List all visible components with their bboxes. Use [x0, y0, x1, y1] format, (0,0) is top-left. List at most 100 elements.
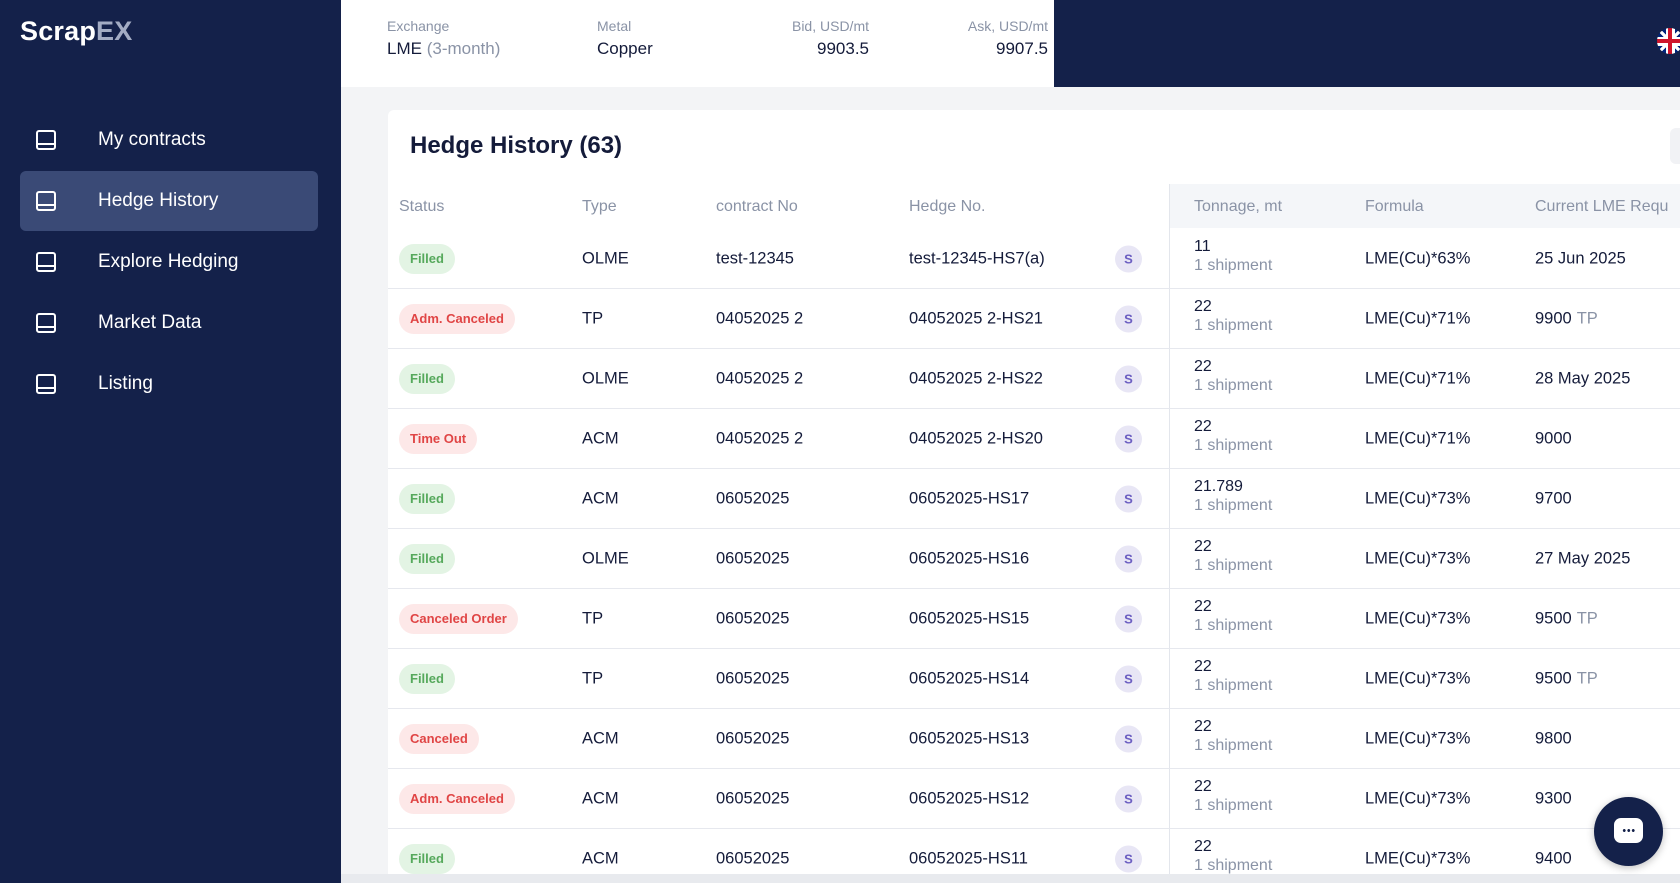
current-value: 9300	[1535, 789, 1572, 807]
cell-type: ACM	[582, 789, 619, 807]
current-value: 9000	[1535, 429, 1572, 447]
table-row[interactable]: Canceled ACM 06052025 06052025-HS13 S 22…	[388, 709, 1680, 769]
cell-tonnage: 22 1 shipment	[1194, 418, 1272, 455]
tonnage-value: 22	[1194, 358, 1212, 375]
sidebar-item-label: My contracts	[98, 129, 206, 150]
tonnage-value: 22	[1194, 538, 1212, 555]
cell-current-lme: 9400	[1535, 849, 1572, 868]
current-value: 9800	[1535, 729, 1572, 747]
cell-type: TP	[582, 669, 604, 687]
avatar: S	[1115, 485, 1142, 512]
cell-tonnage: 22 1 shipment	[1194, 538, 1272, 575]
cell-contract: 04052025 2	[716, 309, 804, 327]
exchange-label: Exchange	[387, 18, 450, 34]
cell-formula: LME(Cu)*71%	[1365, 369, 1471, 387]
cell-contract: 06052025	[716, 669, 790, 687]
avatar: S	[1115, 845, 1142, 872]
inbox-icon	[36, 252, 56, 272]
cell-formula: LME(Cu)*73%	[1365, 609, 1471, 627]
bid-value: 9903.5	[817, 39, 869, 58]
avatar: S	[1115, 305, 1142, 332]
col-header-tonnage[interactable]: Tonnage, mt	[1194, 198, 1283, 215]
exchange-name: LME	[387, 39, 422, 58]
metal-value: Copper	[597, 39, 653, 58]
table-row[interactable]: Canceled Order TP 06052025 06052025-HS15…	[388, 589, 1680, 649]
cell-current-lme: 9800	[1535, 729, 1572, 748]
table-row[interactable]: Filled OLME 04052025 2 04052025 2-HS22 S…	[388, 349, 1680, 409]
cell-contract: test-12345	[716, 249, 794, 267]
ticker-ask: Ask, USD/mt 9907.5	[907, 18, 1048, 59]
sidebar-item-my-contracts[interactable]: My contracts	[20, 110, 318, 170]
table-row[interactable]: Filled ACM 06052025 06052025-HS17 S 21.7…	[388, 469, 1680, 529]
current-suffix: TP	[1576, 669, 1598, 687]
table-row[interactable]: Filled OLME 06052025 06052025-HS16 S 22 1…	[388, 529, 1680, 589]
app-logo[interactable]: ScrapEX	[20, 16, 132, 47]
shipment-count: 1 shipment	[1194, 557, 1273, 574]
col-header-current-lme[interactable]: Current LME Requ	[1535, 198, 1669, 215]
table-row[interactable]: Filled TP 06052025 06052025-HS14 S 22 1 s…	[388, 649, 1680, 709]
shipment-count: 1 shipment	[1194, 617, 1273, 634]
card-action-button[interactable]	[1670, 128, 1680, 164]
cell-type: ACM	[582, 849, 619, 867]
col-header-status[interactable]: Status	[399, 198, 445, 215]
cell-tonnage: 22 1 shipment	[1194, 298, 1272, 335]
col-header-contract[interactable]: contract No	[716, 198, 798, 215]
status-badge: Time Out	[399, 423, 478, 454]
ask-value: 9907.5	[996, 39, 1048, 58]
tonnage-value: 21.789	[1194, 478, 1243, 495]
tonnage-value: 22	[1194, 838, 1212, 855]
sidebar-item-hedge-history[interactable]: Hedge History	[20, 171, 318, 231]
status-badge: Filled	[399, 483, 455, 514]
sidebar-item-explore-hedging[interactable]: Explore Hedging	[20, 232, 318, 292]
cell-hedge: 06052025-HS11	[909, 849, 1028, 867]
avatar: S	[1115, 605, 1142, 632]
avatar: S	[1115, 365, 1142, 392]
tonnage-value: 22	[1194, 418, 1212, 435]
current-suffix: TP	[1576, 309, 1598, 327]
table-row[interactable]: Adm. Canceled TP 04052025 2 04052025 2-H…	[388, 289, 1680, 349]
current-value: 9400	[1535, 849, 1572, 867]
table-row[interactable]: Time Out ACM 04052025 2 04052025 2-HS20 …	[388, 409, 1680, 469]
cell-contract: 06052025	[716, 849, 790, 867]
cell-tonnage: 21.789 1 shipment	[1194, 478, 1272, 515]
exchange-value: LME (3-month)	[387, 39, 500, 59]
cell-tonnage: 22 1 shipment	[1194, 358, 1272, 395]
logo-accent: EX	[96, 16, 133, 46]
current-value: 9900	[1535, 309, 1572, 327]
horizontal-scrollbar[interactable]	[341, 874, 1680, 883]
col-header-hedge[interactable]: Hedge No.	[909, 198, 986, 215]
sidebar-item-market-data[interactable]: Market Data	[20, 293, 318, 353]
uk-flag-icon[interactable]	[1657, 28, 1680, 54]
cell-current-lme: 9700	[1535, 489, 1572, 508]
inbox-icon	[36, 130, 56, 150]
status-badge: Adm. Canceled	[399, 783, 515, 814]
shipment-count: 1 shipment	[1194, 677, 1273, 694]
current-value: 27 May 2025	[1535, 549, 1631, 567]
table-row[interactable]: Filled ACM 06052025 06052025-HS11 S 22 1 …	[388, 829, 1680, 883]
shipment-count: 1 shipment	[1194, 797, 1273, 814]
exchange-term: (3-month)	[426, 39, 501, 58]
sidebar-item-listing[interactable]: Listing	[20, 354, 318, 414]
table-header-scroll-area	[1170, 184, 1680, 228]
cell-formula: LME(Cu)*73%	[1365, 549, 1471, 567]
status-badge: Filled	[399, 243, 455, 274]
cell-hedge: 04052025 2-HS20	[909, 429, 1043, 447]
cell-hedge: 06052025-HS13	[909, 729, 1030, 747]
status-badge: Adm. Canceled	[399, 303, 515, 334]
avatar: S	[1115, 725, 1142, 752]
cell-type: OLME	[582, 369, 629, 387]
ticker-bid: Bid, USD/mt 9903.5	[731, 18, 869, 59]
cell-formula: LME(Cu)*71%	[1365, 309, 1471, 327]
cell-type: TP	[582, 309, 604, 327]
col-header-formula[interactable]: Formula	[1365, 198, 1424, 215]
chat-button[interactable]	[1594, 797, 1663, 866]
cell-current-lme: 27 May 2025	[1535, 549, 1630, 568]
table-row[interactable]: Filled OLME test-12345 test-12345-HS7(a)…	[388, 229, 1680, 289]
avatar: S	[1115, 665, 1142, 692]
bid-label: Bid, USD/mt	[791, 18, 869, 34]
ticker-metal: Metal Copper	[597, 18, 653, 59]
table-row[interactable]: Adm. Canceled ACM 06052025 06052025-HS12…	[388, 769, 1680, 829]
shipment-count: 1 shipment	[1194, 317, 1273, 334]
col-header-type[interactable]: Type	[582, 198, 617, 215]
sidebar-item-label: Hedge History	[98, 190, 219, 211]
